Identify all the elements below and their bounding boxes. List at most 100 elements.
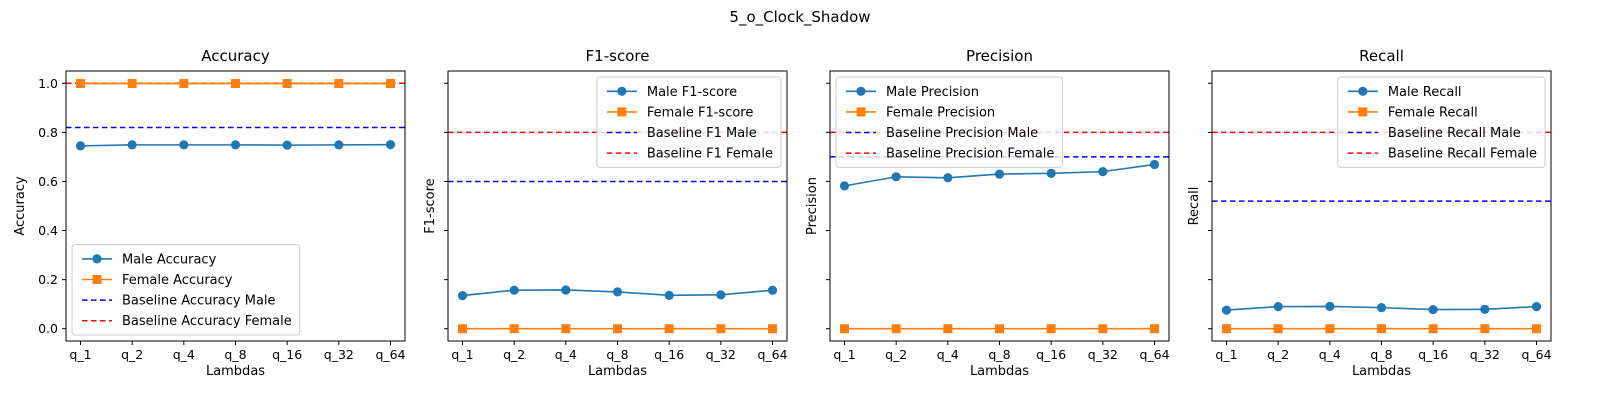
subplot-accuracy: Accuracy q_1 q_2 q_4 q_8 q_16 q_32 q_64 0.0 0.2 0.… bbox=[13, 47, 406, 379]
x-tick-label: q_4 bbox=[1319, 347, 1341, 362]
legend-label: Baseline Precision Male bbox=[886, 126, 1038, 141]
legend-item: Female Precision bbox=[846, 105, 995, 120]
data-point bbox=[179, 140, 189, 150]
legend-item: Male Precision bbox=[846, 85, 979, 100]
data-point bbox=[1325, 324, 1335, 334]
x-tick-label: q_16 bbox=[1036, 347, 1066, 362]
data-point bbox=[127, 79, 137, 89]
data-point bbox=[509, 324, 519, 334]
x-tick-label: q_16 bbox=[654, 347, 684, 362]
data-point bbox=[1480, 324, 1490, 334]
subplot-title: Precision bbox=[966, 47, 1033, 65]
x-tick-label: q_4 bbox=[173, 347, 195, 362]
x-axis-label: Lambdas bbox=[588, 364, 647, 379]
legend-label: Female Accuracy bbox=[122, 273, 233, 288]
legend-marker bbox=[92, 254, 102, 264]
data-point bbox=[891, 172, 901, 182]
plot-frame bbox=[447, 70, 788, 342]
legend-marker bbox=[1358, 86, 1368, 96]
data-point bbox=[179, 79, 189, 89]
data-point bbox=[509, 285, 519, 295]
data-point bbox=[995, 324, 1004, 334]
legend-item: Baseline Recall Male bbox=[1347, 126, 1521, 141]
legend-item: Female Accuracy bbox=[82, 273, 233, 288]
legend-item: Baseline Precision Female bbox=[846, 147, 1054, 162]
legend-item: Female F1-score bbox=[606, 105, 753, 120]
data-point bbox=[458, 324, 467, 334]
legend: Male F1-score Female F1-score Baseline F1 … bbox=[596, 76, 782, 168]
data-point bbox=[76, 79, 85, 89]
x-tick-label: q_1 bbox=[833, 347, 855, 362]
data-point bbox=[1480, 304, 1490, 314]
data-point bbox=[127, 140, 137, 150]
data-point bbox=[664, 324, 674, 334]
x-tick-label: q_8 bbox=[988, 347, 1010, 362]
legend-box bbox=[835, 76, 1063, 168]
legend-label: Baseline Recall Female bbox=[1388, 147, 1537, 162]
data-point bbox=[334, 79, 344, 89]
y-axis-label: F1-score bbox=[423, 178, 438, 233]
data-point bbox=[561, 324, 571, 334]
y-axis-label: Recall bbox=[1187, 187, 1202, 226]
data-point bbox=[282, 140, 292, 150]
y-tick-label: 0.2 bbox=[38, 272, 58, 287]
legend: Male Precision Female Precision Baseline P… bbox=[835, 76, 1063, 168]
data-point bbox=[1377, 324, 1386, 334]
x-tick-label: q_1 bbox=[451, 347, 473, 362]
data-point bbox=[664, 290, 674, 300]
x-tick-label: q_32 bbox=[706, 347, 736, 362]
y-axis-label: Precision bbox=[805, 177, 820, 235]
x-tick-label: q_2 bbox=[121, 347, 143, 362]
x-tick-label: q_8 bbox=[606, 347, 628, 362]
x-tick-label: q_8 bbox=[224, 347, 246, 362]
data-point bbox=[1532, 324, 1541, 334]
data-point bbox=[1376, 303, 1387, 313]
data-point bbox=[1273, 302, 1283, 312]
data-point bbox=[561, 285, 571, 295]
data-point bbox=[1149, 159, 1160, 170]
data-point bbox=[716, 324, 726, 334]
plot-frame bbox=[1211, 70, 1552, 342]
data-point bbox=[767, 285, 778, 295]
data-point bbox=[943, 173, 953, 183]
x-tick-label: q_64 bbox=[375, 347, 405, 362]
x-axis-label: Lambdas bbox=[970, 364, 1029, 379]
subplot-panels: Accuracy q_1 q_2 q_4 q_8 q_16 q_32 q_64 0.0 0.2 0.… bbox=[13, 47, 1552, 379]
subplot-precision: Precision q_1 q_2 q_4 q_8 q_16 q_32 q_64 Lambdas… bbox=[805, 47, 1170, 379]
legend-label: Male Accuracy bbox=[122, 252, 217, 267]
data-point bbox=[1046, 168, 1056, 178]
data-point bbox=[1221, 305, 1232, 315]
legend-label: Male Precision bbox=[886, 85, 979, 100]
legend-label: Male F1-score bbox=[647, 85, 737, 100]
legend-box bbox=[596, 76, 782, 168]
x-tick-label: q_8 bbox=[1370, 347, 1392, 362]
subplot-title: F1-score bbox=[586, 47, 650, 65]
data-point bbox=[282, 79, 292, 89]
x-tick-label: q_2 bbox=[1267, 347, 1289, 362]
legend-item: Baseline Accuracy Male bbox=[82, 294, 276, 309]
data-point bbox=[1150, 324, 1159, 334]
data-point bbox=[943, 324, 953, 334]
y-tick-label: 0.4 bbox=[38, 223, 58, 238]
legend: Male Recall Female Recall Baseline Recall … bbox=[1337, 76, 1546, 168]
plot-frame bbox=[829, 70, 1170, 342]
x-tick-label: q_64 bbox=[1139, 347, 1169, 362]
x-tick-label: q_64 bbox=[757, 347, 787, 362]
x-tick-label: q_2 bbox=[885, 347, 907, 362]
data-point bbox=[613, 324, 622, 334]
legend-label: Baseline Recall Male bbox=[1388, 126, 1521, 141]
legend-label: Baseline F1 Female bbox=[647, 147, 773, 162]
y-tick-label: 1.0 bbox=[38, 76, 58, 91]
data-point bbox=[75, 141, 86, 151]
data-point bbox=[1098, 167, 1108, 177]
legend-item: Female Recall bbox=[1347, 105, 1478, 120]
legend-label: Baseline Accuracy Female bbox=[122, 314, 292, 329]
legend-marker bbox=[856, 107, 866, 117]
data-point bbox=[839, 181, 850, 191]
data-point bbox=[891, 324, 901, 334]
data-point bbox=[1428, 324, 1438, 334]
data-point bbox=[385, 140, 396, 150]
x-tick-label: q_1 bbox=[69, 347, 91, 362]
subplot-recall: Recall q_1 q_2 q_4 q_8 q_16 q_32 q_64 Lambdas Rec… bbox=[1187, 47, 1552, 379]
